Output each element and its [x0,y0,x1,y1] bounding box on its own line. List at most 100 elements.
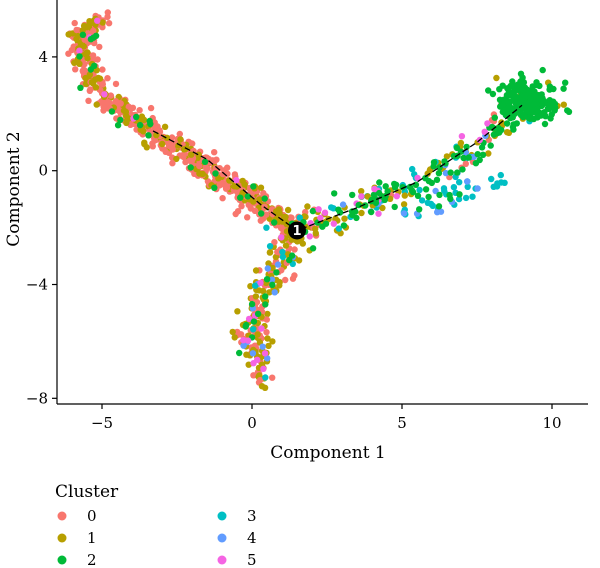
data-point-cluster-1 [443,153,451,160]
data-point-cluster-2 [512,92,519,100]
data-point-cluster-0 [250,372,257,379]
data-point-cluster-2 [531,88,538,95]
data-point-cluster-1 [256,196,263,203]
data-point-cluster-0 [117,100,124,107]
data-point-cluster-3 [279,248,286,256]
data-point-cluster-1 [493,74,500,82]
data-point-cluster-0 [282,276,289,284]
data-point-cluster-0 [176,130,183,138]
data-point-cluster-2 [562,79,569,86]
data-point-cluster-0 [211,149,218,156]
data-point-cluster-0 [202,163,209,171]
data-point-cluster-2 [271,219,278,226]
data-point-cluster-3 [416,186,423,194]
data-point-cluster-4 [274,261,282,268]
data-point-cluster-2 [550,98,557,105]
data-point-cluster-2 [491,114,498,121]
data-point-cluster-0 [263,211,270,218]
branch-point-marker: 1 [288,221,306,240]
data-point-cluster-2 [243,321,250,329]
data-point-cluster-3 [497,171,504,179]
data-point-cluster-0 [257,217,264,224]
data-point-cluster-2 [211,184,218,191]
data-point-cluster-5 [257,279,264,287]
data-point-cluster-2 [378,193,386,200]
data-point-cluster-2 [454,169,461,176]
data-point-cluster-2 [77,84,84,92]
data-point-cluster-0 [271,239,278,246]
legend-swatch-1 [57,533,67,543]
legend-swatch-5 [217,555,227,565]
data-point-cluster-1 [276,210,283,217]
data-point-cluster-0 [263,316,270,323]
x-axis-title: Component 1 [270,443,386,463]
data-point-cluster-2 [262,293,269,300]
data-point-cluster-2 [92,32,100,39]
data-point-cluster-2 [525,88,533,96]
data-point-cluster-1 [272,253,280,261]
data-point-cluster-2 [335,206,342,213]
data-point-cluster-2 [527,115,534,122]
data-points [65,9,573,391]
y-axis-ticks: −8 −4 0 4 [26,48,57,407]
data-point-cluster-1 [177,136,184,143]
data-point-cluster-1 [256,287,263,294]
data-point-cluster-1 [243,351,250,358]
data-point-cluster-2 [514,81,521,88]
data-point-cluster-1 [256,372,263,379]
data-point-cluster-3 [490,183,497,190]
data-point-cluster-1 [341,215,348,222]
data-point-cluster-2 [212,170,219,177]
data-point-cluster-1 [199,170,206,178]
data-point-cluster-1 [99,19,106,26]
data-point-cluster-3 [455,195,463,203]
data-point-cluster-1 [95,74,102,82]
data-point-cluster-0 [237,331,244,338]
data-point-cluster-5 [240,337,247,344]
data-point-cluster-1 [332,215,339,222]
x-tick-label: 5 [397,414,407,432]
data-point-cluster-2 [436,191,443,199]
data-point-cluster-2 [503,120,511,127]
legend-label-1: 1 [87,529,97,547]
data-point-cluster-0 [291,272,298,279]
data-point-cluster-4 [264,265,271,272]
data-point-cluster-2 [414,192,422,199]
y-axis-title: Component 2 [4,131,24,247]
data-point-cluster-2 [547,115,554,122]
data-point-cluster-0 [104,9,112,16]
data-point-cluster-5 [258,325,265,332]
data-point-cluster-1 [258,383,266,390]
data-point-cluster-0 [169,160,176,167]
data-point-cluster-1 [282,242,290,249]
data-point-cluster-1 [257,184,265,191]
data-point-cluster-2 [273,269,280,276]
data-point-cluster-2 [76,53,83,60]
data-point-cluster-2 [382,183,389,190]
data-point-cluster-2 [501,97,508,104]
data-point-cluster-2 [254,310,262,317]
data-point-cluster-5 [393,193,400,200]
data-point-cluster-0 [125,103,132,111]
data-point-cluster-0 [274,248,281,256]
data-point-cluster-0 [263,329,270,336]
data-point-cluster-5 [414,174,421,182]
data-point-cluster-0 [251,207,259,214]
data-point-cluster-5 [321,209,329,216]
data-point-cluster-5 [260,365,267,372]
data-point-cluster-2 [187,164,194,171]
x-axis-ticks: −5 0 5 10 [91,404,562,432]
trajectory-line [152,104,523,232]
data-point-cluster-4 [268,276,276,283]
legend-swatch-4 [217,533,227,543]
data-point-cluster-2 [453,144,461,152]
data-point-cluster-2 [565,108,573,116]
legend-label-4: 4 [247,529,257,547]
data-point-cluster-0 [72,66,79,73]
data-point-cluster-0 [278,267,285,274]
data-point-cluster-1 [231,334,238,341]
data-point-cluster-2 [516,100,524,108]
data-point-cluster-2 [412,181,420,188]
data-point-cluster-2 [340,222,348,229]
